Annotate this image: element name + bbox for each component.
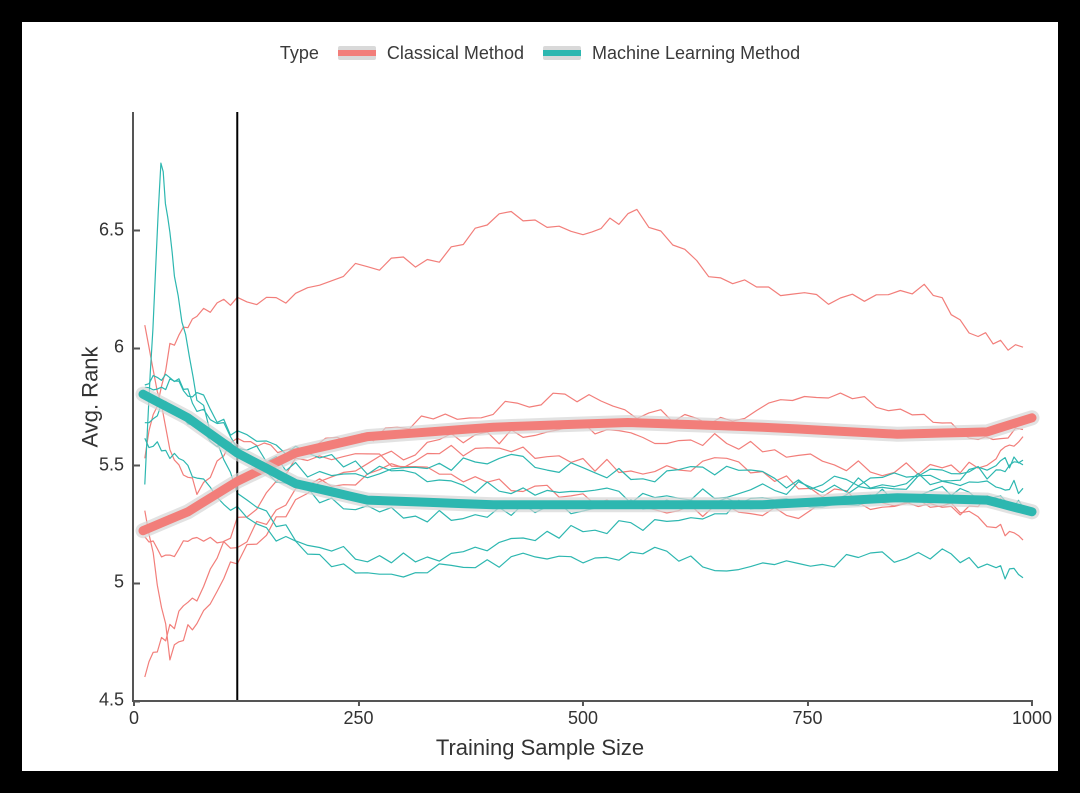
chart-frame: Type Classical Method Machine Learning M… [22, 22, 1058, 771]
x-tick: 500 [568, 700, 598, 729]
legend-title: Type [280, 43, 319, 63]
x-tick: 0 [129, 700, 139, 729]
x-tick: 750 [792, 700, 822, 729]
smooth-ml_smooth [143, 394, 1032, 512]
x-tick: 1000 [1012, 700, 1052, 729]
legend-label-ml: Machine Learning Method [592, 43, 800, 63]
plot-area: 4.555.566.502505007501000 [132, 112, 1032, 702]
y-axis-label: Avg. Rank [78, 346, 104, 447]
y-tick: 5 [114, 572, 134, 593]
y-tick: 5.5 [99, 454, 134, 475]
series-classical_4 [145, 454, 1023, 677]
legend-swatch-ml [543, 46, 581, 60]
x-axis-label: Training Sample Size [22, 735, 1058, 761]
line-layer [134, 112, 1032, 700]
y-tick: 6.5 [99, 219, 134, 240]
legend: Type Classical Method Machine Learning M… [22, 42, 1058, 64]
legend-label-classical: Classical Method [387, 43, 524, 63]
y-tick: 6 [114, 337, 134, 358]
x-tick: 250 [343, 700, 373, 729]
legend-swatch-classical [338, 46, 376, 60]
